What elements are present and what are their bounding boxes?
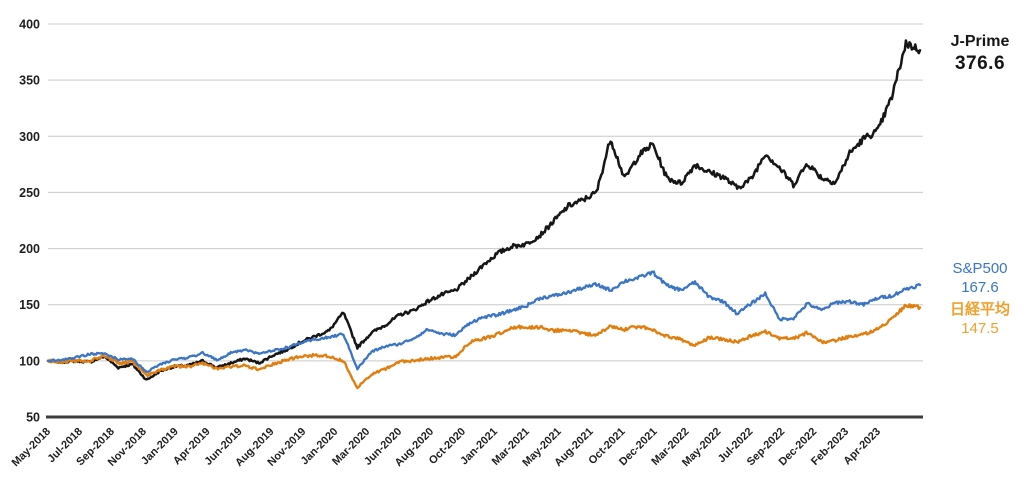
y-tick-label: 400 xyxy=(19,18,40,32)
y-tick-label: 300 xyxy=(19,130,40,144)
y-tick-label: 200 xyxy=(19,242,40,256)
jprime-legend: J-Prime 376.6 xyxy=(936,32,1024,76)
x-axis-tick-labels: May-2018Jul-2018Sep-2018Nov-2018Jan-2019… xyxy=(10,426,884,470)
y-tick-label: 50 xyxy=(26,411,40,425)
jprime-series-label: J-Prime xyxy=(950,33,1010,50)
sp500-series-label: S&P500 xyxy=(952,260,1008,277)
y-tick-label: 150 xyxy=(19,298,40,312)
jprime-final-value: 376.6 xyxy=(954,53,1006,74)
nikkei-series-label: 日経平均 xyxy=(949,301,1010,318)
y-tick-label: 250 xyxy=(19,186,40,200)
series-line-sp500 xyxy=(46,270,922,373)
sp500-final-value: 167.6 xyxy=(961,278,999,296)
x-tick-label: May-2018 xyxy=(10,426,54,470)
gridlines xyxy=(48,23,923,362)
nikkei-final-value: 147.5 xyxy=(961,319,999,337)
nikkei-legend: 日経平均 147.5 xyxy=(934,301,1024,339)
series-line-jprime xyxy=(46,39,922,381)
series-line-nikkei xyxy=(46,303,922,390)
y-axis-tick-labels: 50 100 150 200 250 300 350 400 xyxy=(19,18,40,425)
y-tick-label: 100 xyxy=(19,354,40,368)
sp500-legend: S&P500 167.6 xyxy=(936,260,1024,298)
y-tick-label: 350 xyxy=(19,74,40,88)
